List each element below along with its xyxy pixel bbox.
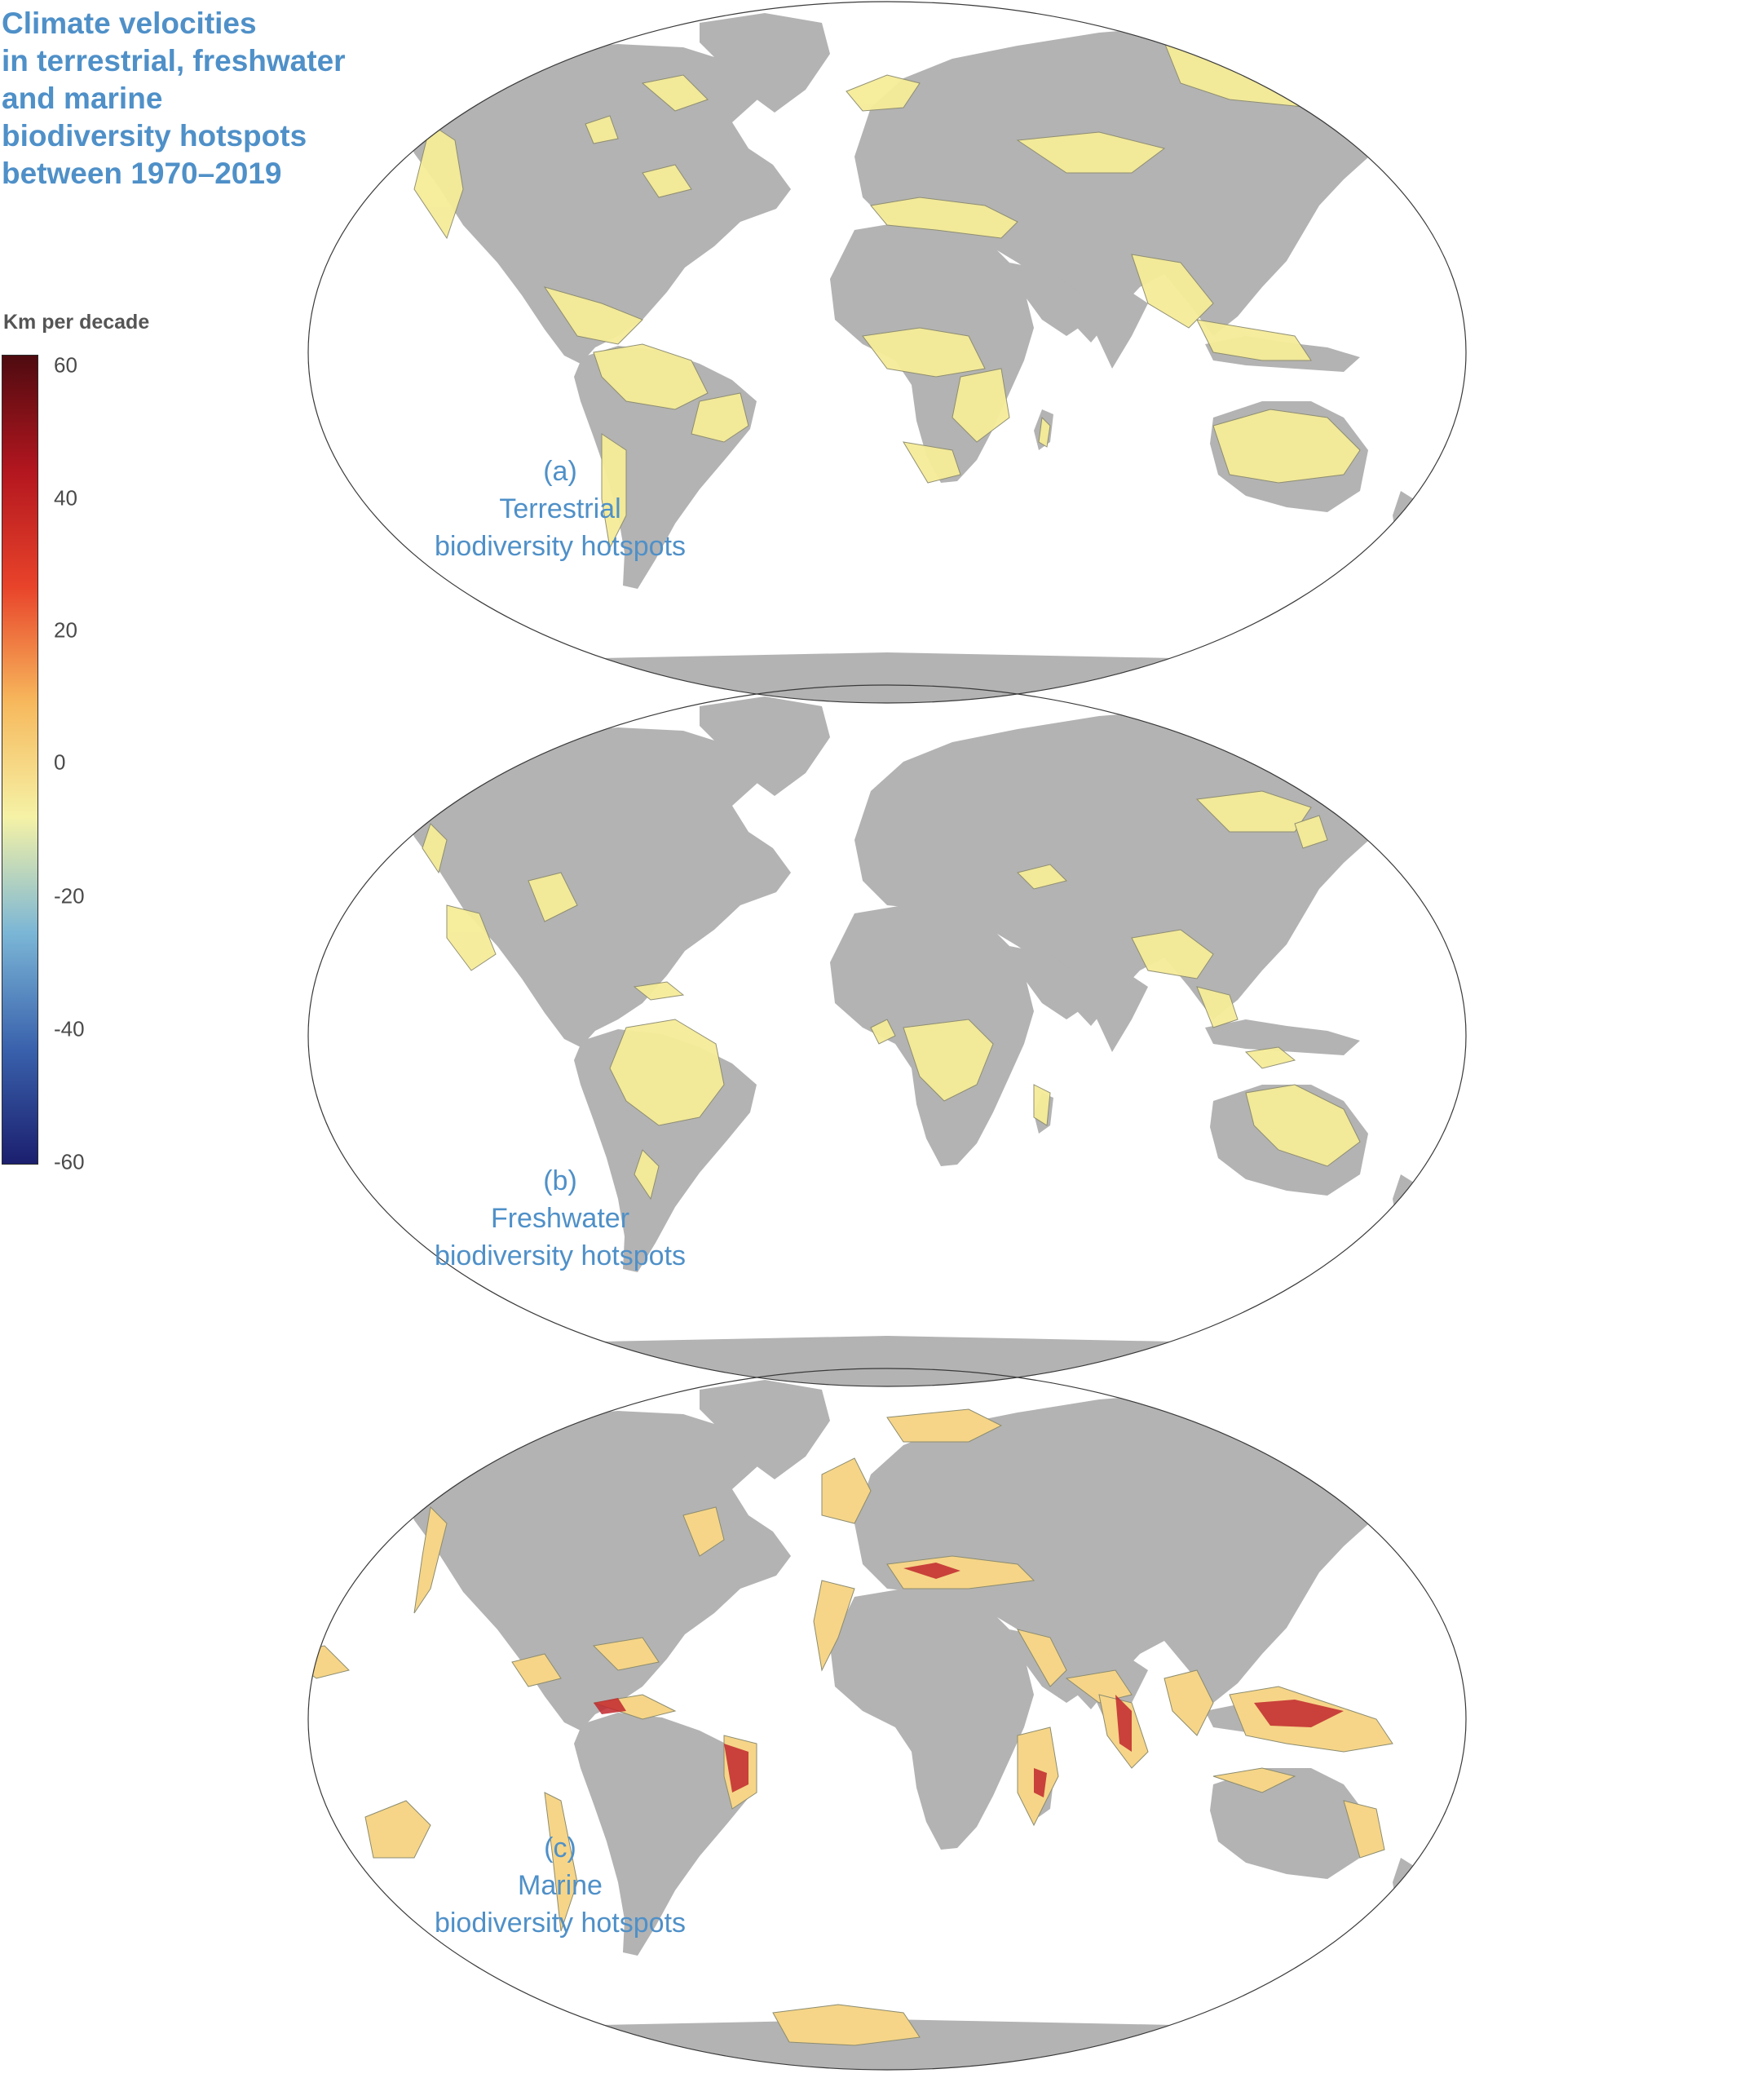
title-line: between 1970–2019 [2, 157, 282, 190]
title-line: and marine [2, 82, 163, 115]
panel-title: Marine [518, 1870, 603, 1901]
legend-tick: -40 [54, 1016, 85, 1041]
panel-subtitle: biodiversity hotspots [434, 1908, 687, 1939]
panel-letter: (a) [543, 456, 577, 487]
legend-tick: 20 [54, 617, 77, 643]
title-line: in terrestrial, freshwater [2, 44, 346, 77]
legend-title: Km per decade [3, 311, 150, 334]
legend-tick: 40 [54, 485, 77, 511]
title-line: Climate velocities [2, 7, 257, 40]
legend-tick: -60 [54, 1149, 85, 1174]
panel-a-label: (a) Terrestrial biodiversity hotspots [389, 453, 731, 565]
panel-c-label: (c) Marine biodiversity hotspots [389, 1829, 731, 1942]
panel-title: Freshwater [490, 1203, 630, 1234]
panel-b-label: (b) Freshwater biodiversity hotspots [389, 1162, 731, 1275]
figure-title: Climate velocities in terrestrial, fresh… [2, 5, 346, 192]
legend-tick: 0 [54, 749, 66, 775]
title-line: biodiversity hotspots [2, 119, 307, 153]
panel-title: Terrestrial [499, 493, 621, 524]
legend-tick: 60 [54, 352, 77, 378]
panel-letter: (c) [544, 1833, 576, 1863]
legend-tick: -20 [54, 883, 85, 909]
panel-subtitle: biodiversity hotspots [434, 1240, 687, 1271]
colorbar [2, 355, 38, 1165]
panel-subtitle: biodiversity hotspots [434, 531, 687, 562]
panel-letter: (b) [543, 1165, 577, 1196]
